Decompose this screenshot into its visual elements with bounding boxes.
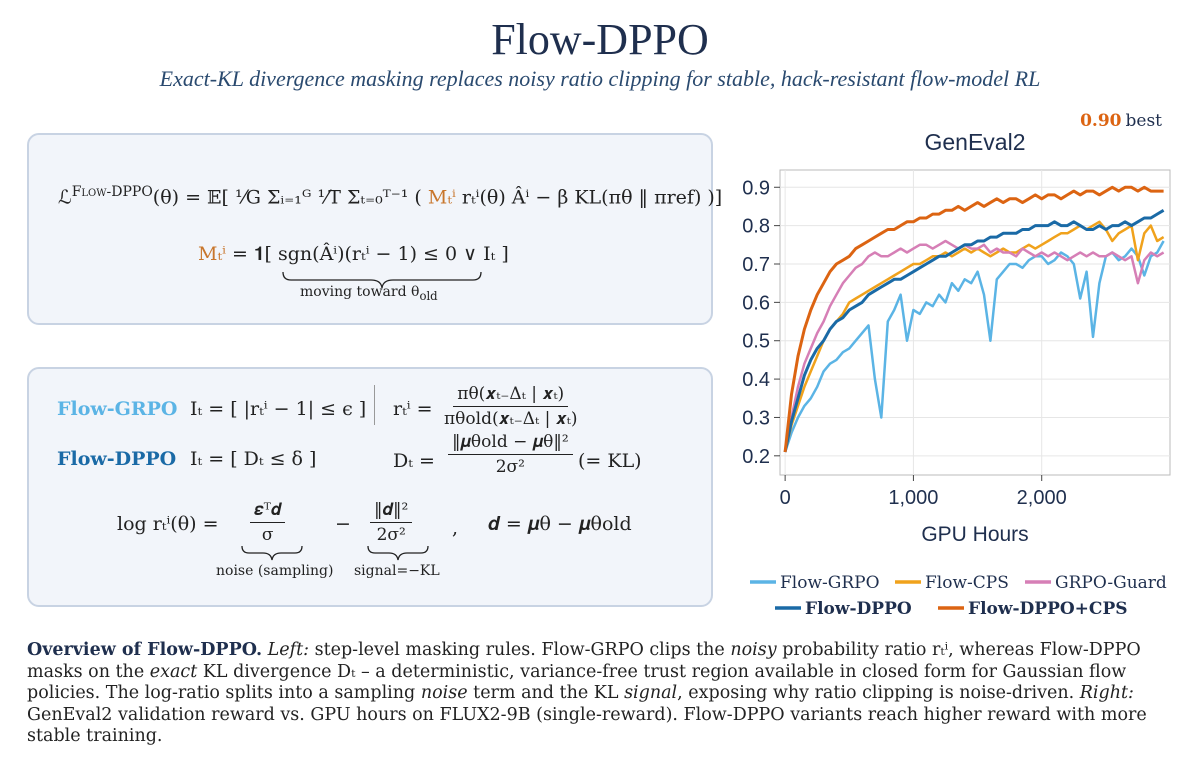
ratio-num: πθ(𝒙ₜ₋Δₜ | 𝒙ₜ) — [453, 384, 569, 407]
legend-label: Flow-DPPO — [805, 599, 912, 619]
loss-name: Flow-DPPO — [71, 184, 153, 200]
caption-italic: signal — [624, 683, 678, 703]
y-tick-label: 0.3 — [742, 407, 770, 429]
signal-label: signal=−KL — [354, 563, 440, 579]
legend-label: Flow-DPPO+CPS — [968, 599, 1128, 619]
x-tick-label: 1,000 — [888, 487, 938, 509]
grpo-name: Flow-GRPO — [57, 398, 178, 420]
grid — [780, 170, 1170, 475]
signal-fraction: ‖𝒅‖² 2σ² — [370, 500, 413, 545]
caption-italic: Left: — [267, 640, 310, 660]
kl-lhs: Dₜ = — [393, 450, 435, 472]
brace-label-text: moving toward θ — [300, 284, 420, 300]
brace-label: moving toward θold — [300, 284, 438, 303]
log-lhs: log rₜⁱ(θ) = — [117, 513, 219, 535]
x-tick-label: 2,000 — [1017, 487, 1067, 509]
caption-text: KL divergence Dₜ – a deterministic, vari… — [27, 661, 1127, 704]
separator — [374, 385, 375, 425]
kl-note: (= KL) — [578, 450, 642, 472]
caption-italic: Right: — [1079, 683, 1134, 703]
kl-den: 2σ² — [495, 457, 525, 477]
caption-text: , exposing why ratio clipping is noise-d… — [677, 683, 1075, 703]
series-line — [783, 185, 1164, 453]
ratio-den: πθold(𝒙ₜ₋Δₜ | 𝒙ₜ) — [444, 409, 578, 429]
y-tick-label: 0.9 — [742, 177, 770, 199]
series-line — [783, 220, 1165, 453]
ratio-lhs: rₜⁱ = — [393, 398, 433, 420]
grpo-rule: Iₜ = [ |rₜⁱ − 1| ≤ ϵ ] — [190, 398, 367, 420]
kl-fraction: ‖𝝁θold − 𝝁θ‖² 2σ² — [448, 432, 573, 477]
caption-text: GenEval2 validation reward vs. GPU hours… — [27, 704, 1147, 747]
minus: − — [335, 513, 351, 535]
signal-den: 2σ² — [376, 525, 406, 545]
y-tick-label: 0.6 — [742, 292, 770, 314]
noise-label: noise (sampling) — [216, 563, 334, 579]
x-axis-label: GPU Hours — [921, 523, 1028, 546]
ratio-fraction: πθ(𝒙ₜ₋Δₜ | 𝒙ₜ) πθold(𝒙ₜ₋Δₜ | 𝒙ₜ) — [440, 384, 581, 429]
y-tick-label: 0.7 — [742, 254, 770, 276]
loss-symbol: ℒ — [58, 186, 72, 209]
series-line — [783, 209, 1165, 453]
y-tick-label: 0.8 — [742, 216, 770, 238]
y-tick-label: 0.4 — [742, 369, 770, 391]
mask-equation: Mₜⁱ = 𝟏[ sgn(Âⁱ)(rₜⁱ − 1) ≤ 0 ∨ Iₜ ] — [198, 243, 509, 265]
plot-area — [779, 169, 1171, 476]
mask-condition: sgn(Âⁱ)(rₜⁱ − 1) ≤ 0 — [278, 243, 458, 265]
comma: , — [452, 517, 459, 539]
x-tick-label: 0 — [780, 487, 791, 509]
caption-text: term and the KL — [473, 683, 619, 703]
legend-label: Flow-GRPO — [780, 573, 880, 593]
best-value: 0.90 — [1080, 111, 1122, 131]
mask-eq: = 𝟏[ — [232, 243, 272, 265]
legend-label: GRPO-Guard — [1055, 573, 1167, 593]
mask-tail: ∨ Iₜ ] — [463, 243, 509, 265]
d-definition: 𝒅 = 𝝁θ − 𝝁θold — [488, 513, 632, 535]
best-text: best — [1126, 111, 1163, 131]
page-title: Flow-DPPO — [491, 15, 709, 64]
y-tick-label: 0.5 — [742, 331, 770, 353]
mask-symbol: Mₜⁱ — [198, 243, 226, 265]
loss-rhs: (θ) = 𝔼[ ¹⁄G Σᵢ₌₁ᴳ ¹⁄T Σₜ₌₀ᵀ⁻¹ ( — [152, 186, 422, 209]
caption-italic: noise — [420, 683, 468, 703]
caption: Overview of Flow-DPPO. Left: step-level … — [27, 640, 1177, 748]
caption-text: step-level masking rules. Flow-GRPO clip… — [314, 640, 725, 660]
page-subtitle: Exact-KL divergence masking replaces noi… — [159, 66, 1041, 91]
series-line — [783, 239, 1165, 453]
mask-symbol: Mₜⁱ — [427, 186, 456, 209]
caption-text: probability ratio rₜⁱ, whereas Flow-DPPO… — [27, 640, 1141, 682]
y-tick-label: 0.2 — [742, 446, 770, 468]
caption-italic: exact — [149, 661, 198, 682]
chart-title: GenEval2 — [924, 129, 1025, 155]
brace-label-sub: old — [419, 288, 438, 303]
caption-italic: noisy — [730, 640, 777, 660]
dppo-rule: Iₜ = [ Dₜ ≤ δ ] — [190, 448, 317, 470]
series-line — [783, 240, 1165, 453]
caption-lead: Overview of Flow-DPPO. — [27, 640, 263, 660]
rules-panel — [27, 367, 713, 607]
noise-num: 𝜺ᵀ𝒅 — [250, 500, 286, 523]
objective-panel — [27, 133, 713, 325]
loss-equation: ℒFlow-DPPO(θ) = 𝔼[ ¹⁄G Σᵢ₌₁ᴳ ¹⁄T Σₜ₌₀ᵀ⁻¹… — [58, 184, 722, 208]
noise-den: σ — [261, 525, 274, 545]
loss-tail: rₜⁱ(θ) Âⁱ − β KL(πθ ‖ πref) )] — [461, 186, 723, 209]
legend-label: Flow-CPS — [925, 573, 1009, 593]
best-annotation: 0.90 best — [1080, 111, 1162, 131]
kl-num: ‖𝝁θold − 𝝁θ‖² — [448, 432, 573, 455]
noise-fraction: 𝜺ᵀ𝒅 σ — [250, 500, 286, 545]
signal-num: ‖𝒅‖² — [370, 500, 413, 523]
dppo-name: Flow-DPPO — [57, 448, 177, 470]
